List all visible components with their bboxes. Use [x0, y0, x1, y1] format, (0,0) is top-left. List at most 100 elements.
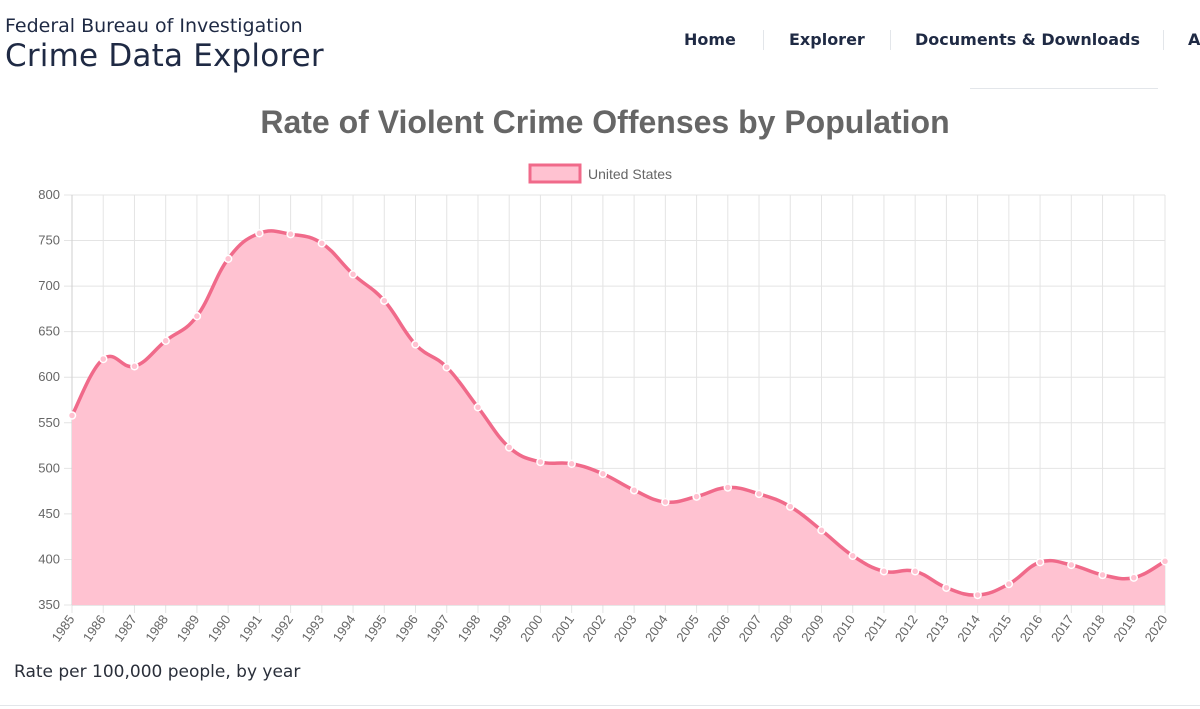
data-point [754, 489, 764, 499]
x-tick-label: 1998 [455, 612, 484, 644]
x-tick-label: 1996 [392, 612, 421, 644]
x-tick-label: 2009 [798, 612, 827, 644]
x-tick-label: 2016 [1017, 612, 1046, 644]
x-tick-label: 1999 [486, 612, 515, 644]
data-point [255, 229, 264, 238]
x-tick-label: 1997 [423, 612, 452, 644]
x-tick-label: 2008 [767, 612, 796, 644]
data-point [442, 362, 451, 372]
y-tick-label: 350 [38, 597, 60, 612]
x-tick-label: 1992 [267, 612, 296, 644]
data-point [692, 492, 701, 501]
x-tick-label: 2014 [954, 612, 983, 644]
x-tick-label: 2019 [1110, 612, 1139, 644]
data-point [629, 485, 639, 495]
nav-home[interactable]: Home [684, 30, 736, 49]
x-tick-label: 2007 [736, 612, 765, 644]
data-point [942, 583, 951, 592]
x-tick-label: 2000 [517, 612, 546, 644]
data-point [848, 551, 857, 561]
data-point [567, 459, 576, 469]
x-tick-label: 2004 [642, 612, 671, 644]
data-point [504, 443, 514, 452]
data-point [786, 502, 795, 511]
x-tick-label: 2002 [579, 612, 608, 644]
legend-swatch [528, 163, 582, 184]
data-point [661, 497, 670, 507]
series-area-fill [72, 230, 1165, 605]
data-point [910, 567, 920, 576]
x-tick-label: 2013 [923, 612, 952, 644]
data-point [192, 311, 202, 321]
data-point [598, 469, 608, 479]
data-point [348, 270, 358, 279]
nav-documents-downloads[interactable]: Documents & Downloads [915, 30, 1141, 49]
brand[interactable]: Federal Bureau of Investigation Crime Da… [5, 14, 324, 74]
nav-divider [1163, 30, 1164, 50]
chart-title: Rate of Violent Crime Offenses by Popula… [260, 104, 949, 140]
y-tick-label: 800 [38, 187, 60, 202]
nav-underline [970, 88, 1158, 89]
org-name: Federal Bureau of Investigation [5, 15, 303, 37]
nav-divider [763, 30, 764, 50]
data-point [161, 336, 170, 346]
y-tick-label: 400 [38, 551, 60, 566]
x-tick-label: 2012 [892, 612, 921, 644]
x-tick-label: 1986 [80, 612, 109, 644]
x-tick-label: 2018 [1079, 612, 1108, 644]
x-tick-label: 1985 [49, 612, 78, 644]
nav-item-truncated[interactable]: A [1188, 30, 1200, 49]
data-point [130, 362, 139, 371]
y-axis: 350 400 450 500 550 600 650 700 750 800 [38, 187, 73, 612]
app-title: Crime Data Explorer [5, 38, 324, 74]
y-tick-label: 650 [38, 324, 60, 339]
divider [0, 705, 1200, 706]
y-tick-label: 500 [38, 460, 60, 475]
data-point [317, 239, 327, 248]
data-point [1129, 573, 1139, 582]
data-point [98, 354, 108, 364]
x-tick-label: 2001 [548, 612, 577, 644]
data-point [879, 567, 889, 576]
x-tick-label: 1987 [111, 612, 140, 644]
x-tick-label: 2011 [861, 612, 889, 644]
data-point [223, 254, 233, 264]
chart-caption: Rate per 100,000 people, by year [14, 662, 301, 682]
data-point [411, 340, 420, 349]
data-point [817, 526, 826, 535]
y-tick-label: 750 [38, 233, 60, 248]
data-point [723, 483, 733, 492]
data-point [1004, 579, 1014, 589]
data-point [1035, 557, 1045, 567]
data-point [1098, 570, 1107, 580]
plot-area [67, 229, 1170, 605]
y-tick-label: 600 [38, 369, 60, 384]
x-tick-label: 1994 [330, 612, 359, 644]
data-point [473, 403, 483, 412]
data-point [973, 590, 982, 600]
data-point [380, 296, 389, 305]
x-tick-label: 1995 [361, 612, 390, 644]
nav-divider [890, 30, 891, 50]
x-tick-label: 1993 [298, 612, 327, 644]
x-tick-label: 2020 [1142, 612, 1171, 644]
data-point [1160, 557, 1170, 566]
x-tick-label: 1989 [173, 612, 202, 644]
x-tick-label: 2005 [673, 612, 702, 644]
data-point [286, 229, 295, 239]
x-tick-label: 1991 [236, 612, 265, 644]
data-point [67, 411, 77, 420]
x-axis: 1985 1986 1987 1988 1989 1990 1991 1992 1993 1994… [49, 604, 1171, 644]
y-tick-label: 550 [38, 415, 60, 430]
data-point [536, 457, 545, 467]
x-tick-label: 2003 [611, 612, 640, 644]
chart-legend[interactable]: United States [528, 163, 672, 184]
nav-explorer[interactable]: Explorer [789, 30, 865, 49]
x-tick-label: 2015 [985, 612, 1014, 644]
y-tick-label: 700 [38, 278, 60, 293]
x-tick-label: 2010 [829, 612, 858, 644]
data-point [1067, 560, 1076, 570]
x-tick-label: 2006 [704, 612, 733, 644]
violent-crime-rate-chart: Rate of Violent Crime Offenses by Popula… [38, 104, 1171, 644]
y-tick-label: 450 [38, 506, 60, 521]
